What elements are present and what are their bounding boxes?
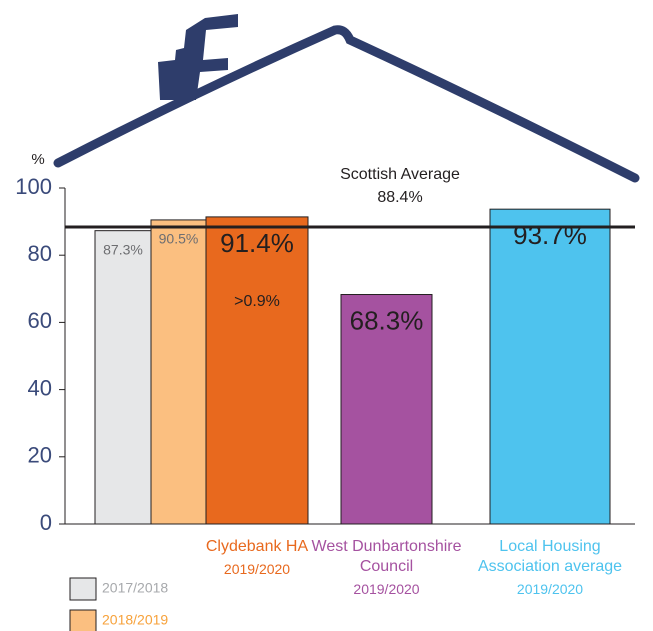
- value-label: 90.5%: [159, 231, 199, 247]
- y-tick-label: 40: [28, 375, 52, 400]
- y-tick-label: 20: [28, 443, 52, 468]
- legend-swatch: [70, 578, 96, 600]
- y-axis-label: %: [31, 151, 44, 168]
- reference-label: Scottish Average 88.4%: [330, 163, 470, 209]
- annotation: >0.9%: [234, 293, 280, 310]
- value-label: 91.4%: [220, 228, 294, 258]
- bar: [206, 217, 308, 524]
- value-label: 93.7%: [513, 220, 587, 250]
- y-tick-label: 60: [28, 308, 52, 333]
- period-label: 2019/2020: [312, 579, 462, 599]
- category-name: West Dunbartonshire Council: [312, 537, 462, 577]
- bar: [95, 231, 151, 524]
- page: % 0 20 40 60 80 100 87.3% 90.5% 91.4% 68.3% 93.7% >…: [0, 0, 653, 631]
- value-label: 68.3%: [350, 305, 424, 335]
- roof: [58, 30, 635, 178]
- period-label: 2019/2020: [475, 579, 625, 599]
- bar: [151, 220, 206, 524]
- value-label: 87.3%: [103, 241, 143, 257]
- y-tick-label: 80: [28, 241, 52, 266]
- y-tick-label: 100: [15, 174, 52, 199]
- y-tick-label: 0: [40, 510, 52, 535]
- legend-label: 2018/2019: [102, 612, 168, 628]
- legend-swatch: [70, 610, 96, 631]
- period-label: 2019/2020: [182, 559, 332, 579]
- bar: [490, 209, 610, 524]
- category-name: Clydebank HA: [182, 537, 332, 557]
- category-name: Local Housing Association average: [475, 537, 625, 577]
- legend-label: 2017/2018: [102, 580, 168, 596]
- chimney: [158, 14, 238, 100]
